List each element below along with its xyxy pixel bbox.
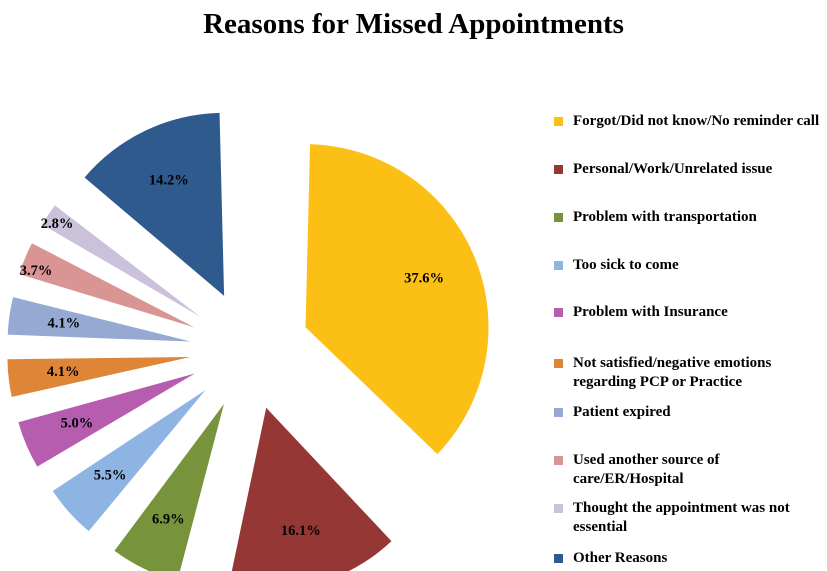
legend-swatch [554,117,563,126]
legend-swatch [554,504,563,513]
slice-data-label: 37.6% [404,271,444,287]
pie-slice [7,356,191,397]
slice-data-label: 2.8% [41,216,74,232]
pie-slice [84,112,225,296]
legend-label: Patient expired [573,404,671,420]
pie-slice [19,243,195,328]
pie-slice [114,404,224,571]
slice-data-label: 4.1% [47,364,80,380]
legend-label: Not satisfied/negative emotions regardin… [573,355,772,390]
legend-swatch [554,261,563,270]
pie-slice [42,205,201,317]
pie-slice [52,390,206,532]
legend-label: Personal/Work/Unrelated issue [573,161,773,177]
legend-label: Problem with Insurance [573,304,728,320]
chart-title: Reasons for Missed Appointments [203,8,624,40]
legend-swatch [554,359,563,368]
legend-swatch [554,456,563,465]
slice-data-label: 5.0% [61,416,94,432]
legend-swatch [554,213,563,222]
pie-slice [7,297,191,342]
slice-data-label: 14.2% [149,172,189,188]
legend: Forgot/Did not know/No reminder call Pers… [554,0,824,571]
legend-swatch [554,308,563,317]
legend-label: Too sick to come [573,257,679,273]
legend-swatch [554,165,563,174]
pie-slice [18,373,195,467]
slice-data-label: 3.7% [20,263,53,279]
pie-slice [305,144,489,455]
legend-label: Thought the appointment was not essentia… [573,500,790,535]
legend-label: Problem with transportation [573,209,757,225]
legend-label: Used another source of care/ER/Hospital [573,452,720,487]
slice-data-label: 6.9% [152,511,185,527]
legend-swatch [554,554,563,563]
legend-swatch [554,408,563,417]
slice-data-label: 4.1% [47,315,80,331]
slice-data-label: 16.1% [281,523,321,539]
legend-label: Forgot/Did not know/No reminder call [573,113,820,129]
pie-slice [231,407,392,571]
slice-data-label: 5.5% [94,468,127,484]
legend-label: Other Reasons [573,550,668,566]
